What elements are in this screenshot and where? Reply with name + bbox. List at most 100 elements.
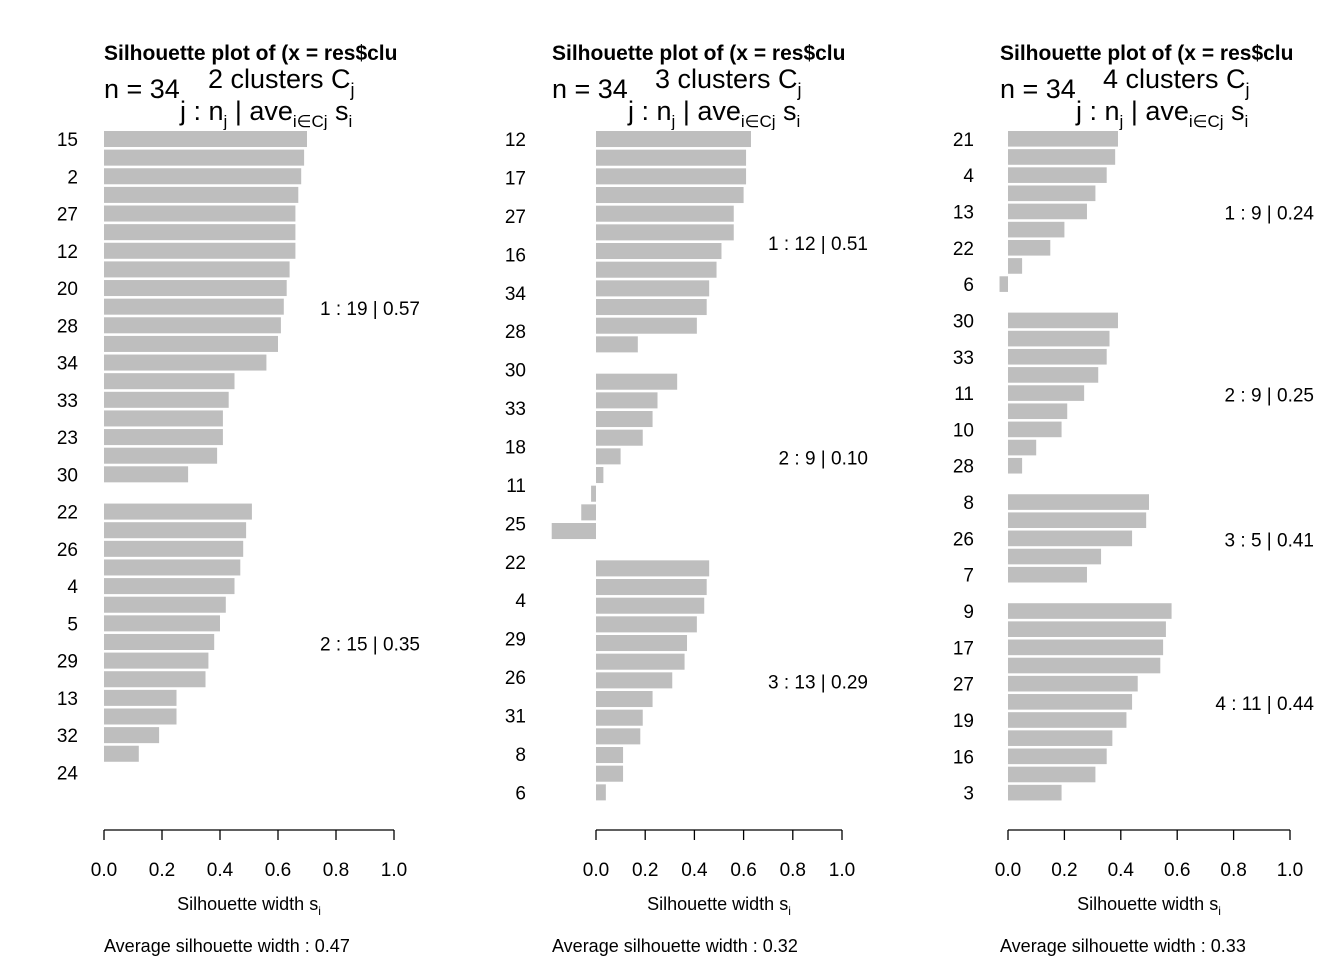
header-ave-sub: i∈Cj: [293, 112, 328, 131]
cluster-summary-label: 2 : 9 | 0.25: [1225, 385, 1314, 406]
silhouette-bar: [596, 597, 705, 614]
row-label: 13: [57, 689, 78, 710]
x-tick-label: 0.2: [149, 860, 175, 881]
x-tick-label: 1.0: [1277, 860, 1303, 881]
silhouette-bar: [1008, 748, 1107, 765]
silhouette-bar: [1008, 530, 1133, 547]
x-tick-label: 0.6: [265, 860, 291, 881]
x-axis-label-text: Silhouette width s: [1077, 894, 1218, 914]
silhouette-bar: [104, 354, 267, 371]
silhouette-bar: [596, 299, 707, 316]
row-label: 31: [505, 706, 526, 727]
silhouette-bar: [596, 261, 717, 278]
silhouette-bar: [596, 709, 643, 726]
silhouette-bar: [104, 242, 296, 259]
x-tick-label: 0.0: [995, 860, 1021, 881]
silhouette-bar: [596, 765, 624, 782]
silhouette-bar: [596, 728, 641, 745]
silhouette-bar: [596, 336, 638, 353]
silhouette-bar: [1008, 421, 1062, 438]
header-s-sub: i: [349, 112, 353, 131]
clusters-label: 2 clusters Cj: [208, 64, 355, 100]
silhouette-bar: [1008, 694, 1133, 710]
silhouette-bar: [104, 503, 252, 520]
silhouette-bar: [591, 485, 596, 502]
x-tick-label: 0.6: [1164, 860, 1190, 881]
silhouette-bar: [1008, 221, 1065, 238]
title-group: Silhouette plot of (x = res$clu n = 34 3 c…: [552, 42, 845, 130]
x-tick-label: 0.8: [780, 860, 806, 881]
row-label: 33: [57, 391, 78, 412]
silhouette-bar: [104, 131, 307, 148]
header-s: s: [776, 96, 797, 126]
silhouette-bar: [104, 280, 287, 297]
row-label: 30: [953, 311, 974, 332]
header-ave: | ave: [1123, 96, 1189, 126]
title-group: Silhouette plot of (x = res$clu n = 34 4 c…: [1000, 42, 1293, 131]
n-label: n = 34: [552, 74, 628, 104]
average-silhouette-text: Average silhouette width : 0.32: [552, 936, 798, 956]
silhouette-bar: [104, 186, 299, 203]
silhouette-bar: [1008, 457, 1023, 474]
silhouette-bar: [104, 540, 244, 557]
silhouette-bar: [596, 280, 710, 297]
silhouette-bar: [596, 168, 747, 185]
silhouette-bar: [104, 466, 189, 483]
row-label: 22: [505, 553, 526, 574]
row-label: 18: [505, 437, 526, 458]
silhouette-bar: [104, 596, 226, 613]
row-label: 17: [505, 168, 526, 189]
row-label: 5: [67, 614, 78, 635]
row-label: 29: [505, 630, 526, 651]
x-tick-label: 0.2: [632, 860, 658, 881]
silhouette-bar: [999, 276, 1008, 292]
silhouette-bar: [1008, 239, 1051, 256]
silhouette-bar: [596, 467, 604, 484]
silhouette-bar: [1008, 330, 1110, 347]
row-label: 22: [953, 239, 974, 260]
silhouette-bar: [104, 708, 177, 725]
silhouette-bar: [596, 579, 707, 596]
title-group: Silhouette plot of (x = res$clu n = 34 2 c…: [104, 42, 397, 131]
silhouette-bar: [1008, 312, 1118, 329]
silhouette-bar: [581, 504, 596, 521]
x-axis-label-text: Silhouette width s: [647, 894, 788, 914]
header-ave-sub: i∈Cj: [1189, 112, 1224, 131]
row-label: 33: [505, 399, 526, 420]
row-label: 15: [57, 130, 78, 151]
row-label: 24: [57, 763, 79, 784]
silhouette-bar: [1008, 131, 1118, 147]
silhouette-bar: [596, 392, 658, 409]
silhouette-bar: [1008, 675, 1138, 692]
n-label: n = 34: [104, 74, 180, 104]
clusters-text: 4 clusters C: [1103, 64, 1246, 94]
silhouette-bar: [596, 224, 734, 241]
silhouette-bar: [104, 652, 209, 669]
row-label: 23: [57, 428, 78, 449]
x-tick-label: 0.4: [207, 860, 234, 881]
silhouette-bar: [104, 168, 302, 185]
column-header: j : nj | avei∈Cj si: [1075, 96, 1248, 131]
row-label: 11: [954, 384, 974, 405]
silhouette-bar: [1008, 367, 1099, 383]
silhouette-bar: [104, 373, 235, 390]
cluster-summary-label: 1 : 9 | 0.24: [1225, 204, 1315, 225]
row-label: 8: [963, 493, 974, 514]
header-s-sub: i: [1245, 112, 1249, 131]
silhouette-bar: [1008, 439, 1037, 456]
row-label: 28: [953, 457, 974, 478]
silhouette-bar: [1008, 639, 1164, 656]
row-label: 32: [57, 726, 78, 747]
silhouette-panel-2: Silhouette plot of (x = res$clu n = 34 3 c…: [505, 42, 868, 956]
chart-title: Silhouette plot of (x = res$clu: [104, 42, 397, 65]
row-label: 30: [505, 361, 526, 382]
silhouette-bar: [1008, 548, 1102, 565]
silhouette-bar: [104, 205, 296, 222]
row-label: 27: [505, 207, 526, 228]
silhouette-bar: [1008, 621, 1166, 637]
x-tick-label: 0.8: [323, 860, 349, 881]
silhouette-bar: [104, 317, 281, 334]
chart-title: Silhouette plot of (x = res$clu: [552, 42, 845, 65]
row-label: 34: [505, 284, 527, 305]
